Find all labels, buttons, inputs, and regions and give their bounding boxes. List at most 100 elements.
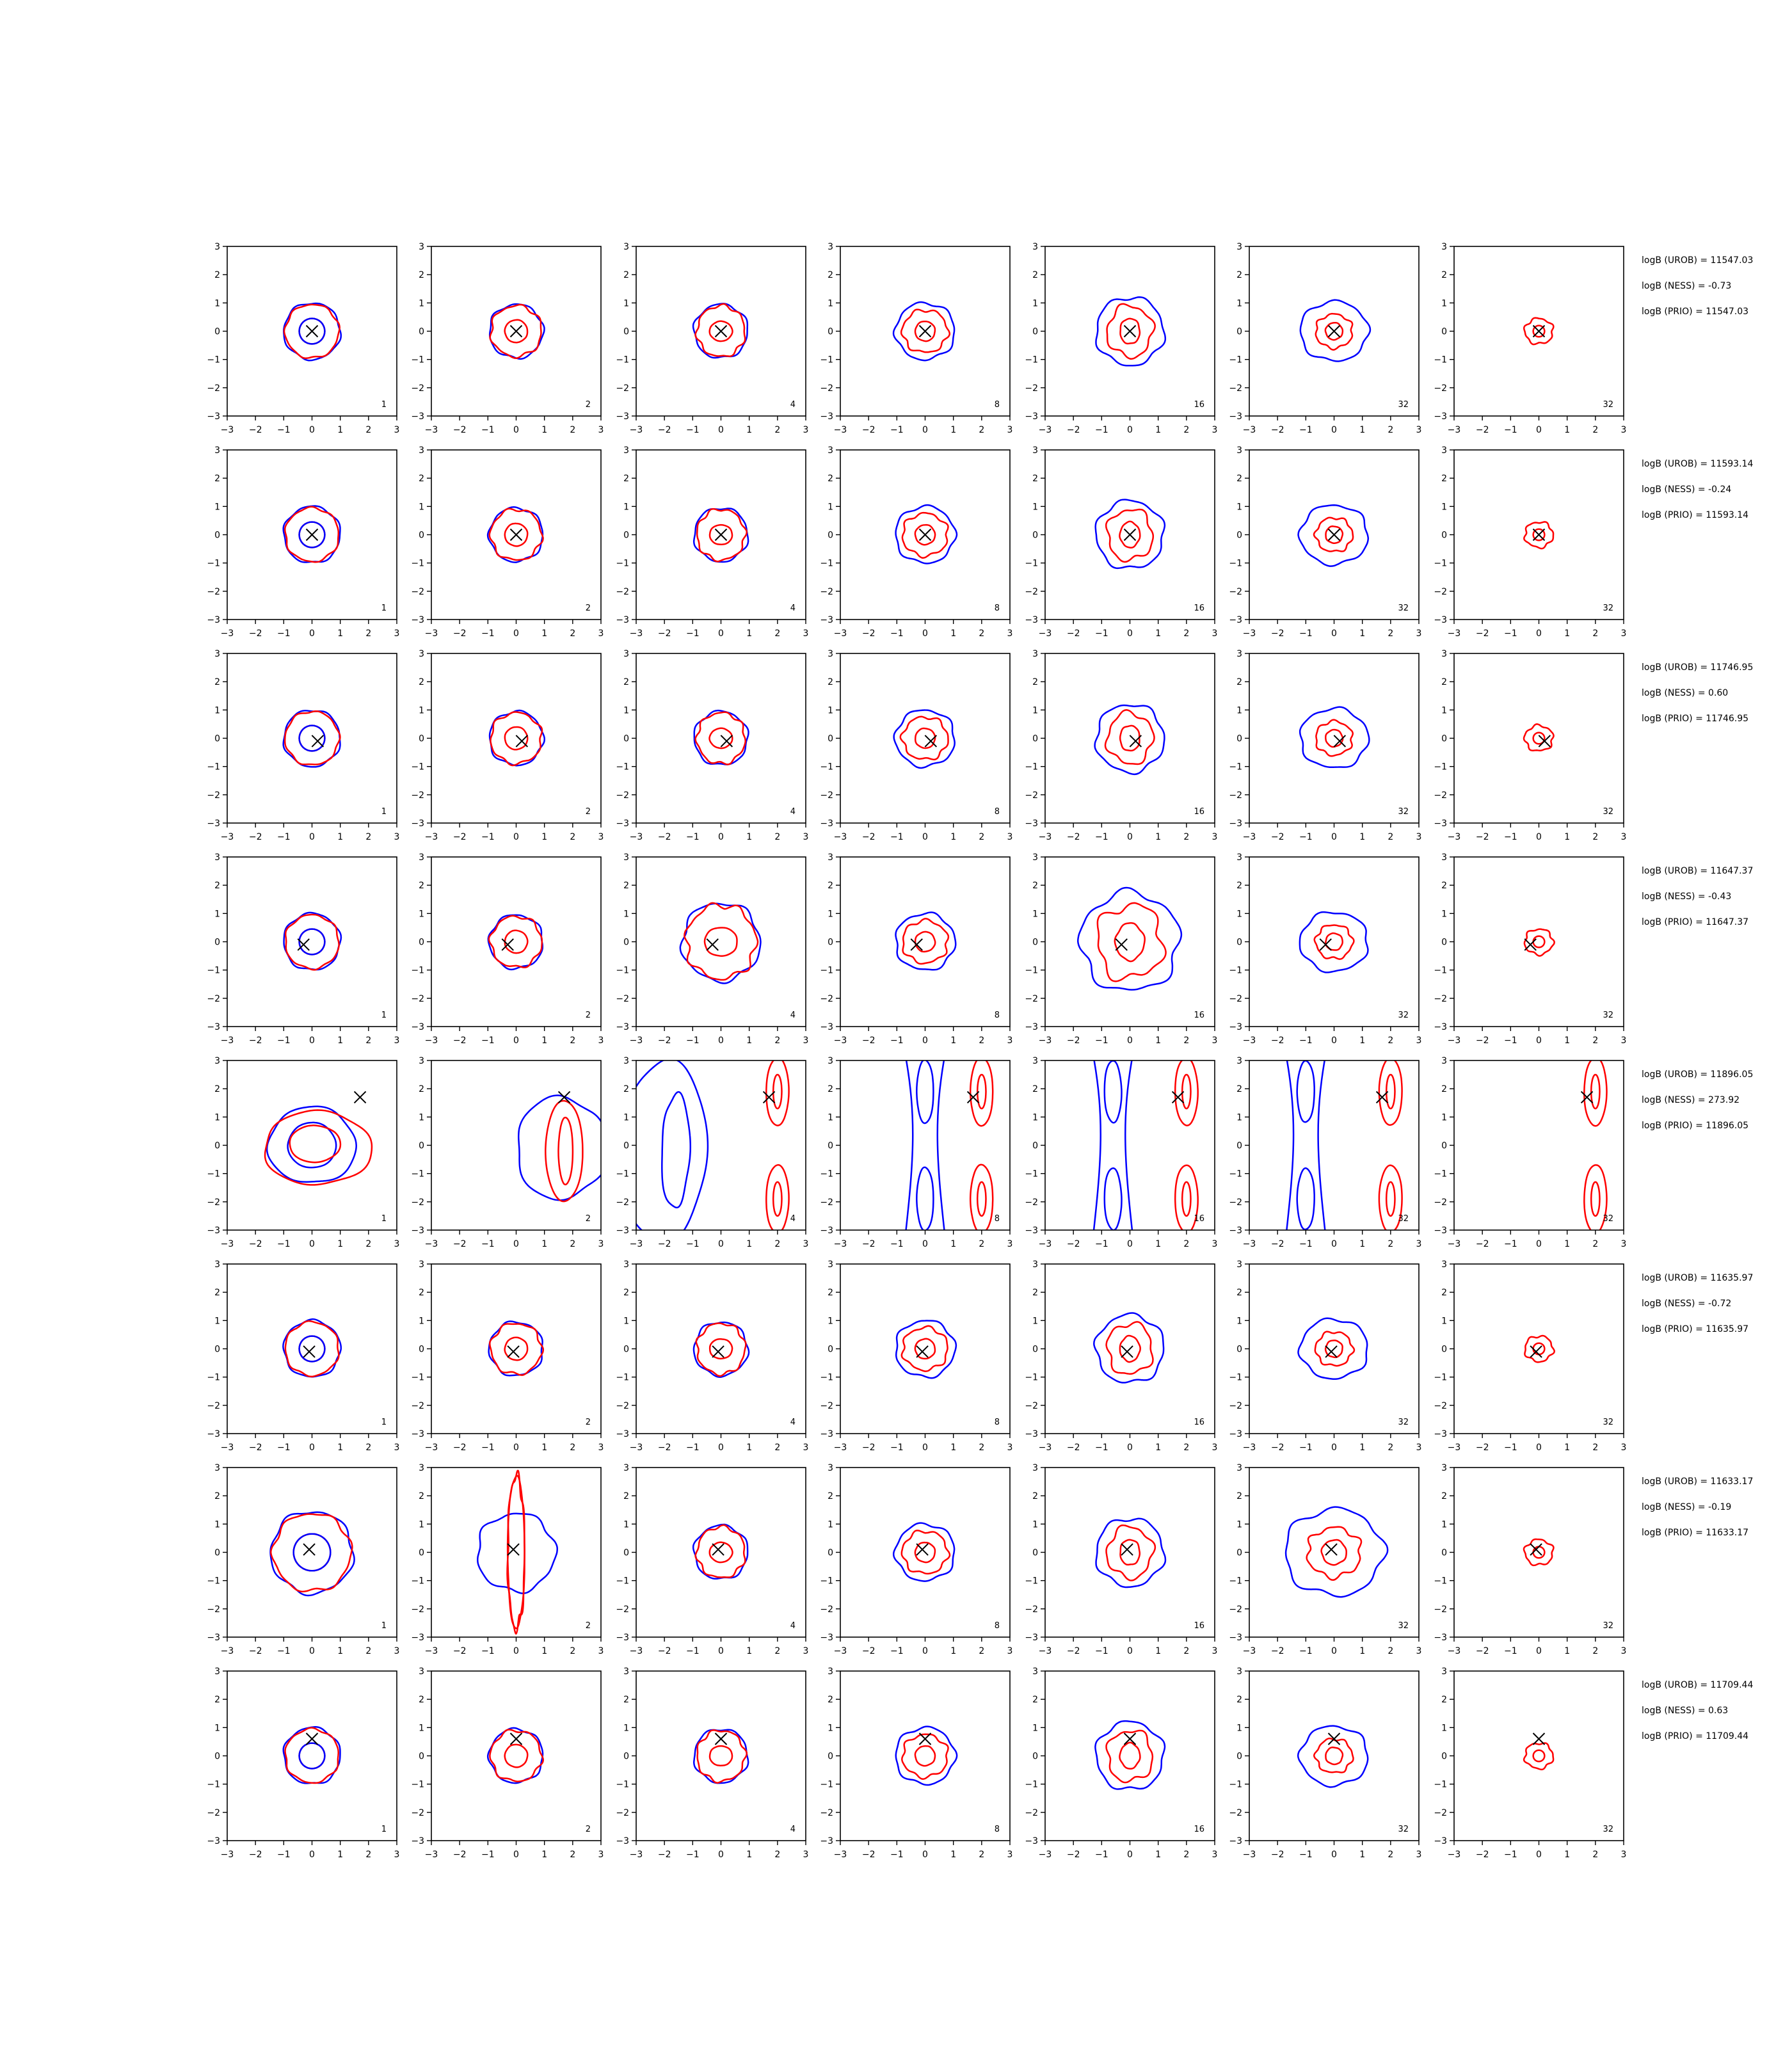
x-tick-label: −1 bbox=[481, 1646, 495, 1656]
y-tick-label: −2 bbox=[616, 1197, 629, 1208]
x-tick-label: −3 bbox=[425, 1646, 438, 1656]
x-tick-label: −1 bbox=[890, 628, 904, 639]
y-tick-label: −3 bbox=[820, 1429, 833, 1439]
y-tick-label: 1 bbox=[1236, 502, 1242, 512]
x-tick-label: 2 bbox=[570, 1443, 575, 1453]
y-tick-label: −3 bbox=[820, 819, 833, 829]
blue-contour bbox=[282, 1726, 341, 1784]
red-contour bbox=[969, 1164, 994, 1230]
x-tick-label: −1 bbox=[686, 1850, 700, 1860]
contour-group bbox=[1299, 706, 1370, 768]
true-value-marker bbox=[910, 938, 923, 951]
panel-r7-c1: −3−3 −2 −2 −1 −1 0 0 1 1 2 2 3 3 1 bbox=[207, 1463, 399, 1656]
contour-group bbox=[1523, 521, 1555, 550]
y-tick-label: −3 bbox=[1025, 615, 1038, 625]
contour-group bbox=[1076, 886, 1183, 991]
blue-contour bbox=[1299, 706, 1370, 768]
panel-r3-c4: −3−3 −2 −2 −1 −1 0 0 1 1 2 2 3 3 8 bbox=[820, 649, 1012, 842]
x-tick-label: −1 bbox=[890, 1646, 904, 1656]
x-tick-label: −3 bbox=[834, 832, 847, 842]
blue-contour bbox=[693, 709, 749, 765]
y-tick-label: 3 bbox=[828, 1667, 833, 1677]
y-tick-label: 0 bbox=[623, 1752, 629, 1762]
true-value-marker bbox=[712, 1543, 724, 1556]
red-contour bbox=[1523, 1742, 1555, 1771]
y-tick-label: 0 bbox=[1441, 531, 1447, 541]
x-tick-label: 2 bbox=[365, 1850, 371, 1860]
x-tick-label: 3 bbox=[803, 425, 809, 435]
true-value-marker bbox=[1121, 1345, 1133, 1358]
y-tick-label: 3 bbox=[1441, 1260, 1447, 1270]
x-tick-label: 0 bbox=[922, 832, 928, 842]
y-tick-label: −1 bbox=[207, 1373, 220, 1383]
y-tick-label: −2 bbox=[616, 1604, 629, 1615]
y-tick-label: 0 bbox=[419, 1141, 424, 1151]
contour-group bbox=[477, 1469, 559, 1635]
y-tick-label: 2 bbox=[1236, 1288, 1242, 1298]
red-contour bbox=[914, 1541, 936, 1564]
x-tick-label: 0 bbox=[1536, 1239, 1542, 1249]
x-tick-label: −3 bbox=[630, 1646, 643, 1656]
true-value-marker bbox=[297, 938, 310, 951]
logb-annotation: logB (NESS) = 0.60 bbox=[1642, 688, 1728, 698]
y-tick-label: −3 bbox=[1025, 1226, 1038, 1236]
x-tick-label: 3 bbox=[394, 832, 400, 842]
x-tick-label: 3 bbox=[803, 1443, 809, 1453]
y-tick-label: 0 bbox=[214, 734, 220, 744]
y-tick-label: 3 bbox=[419, 1463, 424, 1473]
x-tick-label: 1 bbox=[1359, 1443, 1365, 1453]
y-tick-label: 0 bbox=[828, 1141, 833, 1151]
red-contour bbox=[708, 1338, 733, 1360]
x-tick-label: 1 bbox=[337, 832, 343, 842]
y-tick-label: −2 bbox=[411, 1604, 424, 1615]
true-value-marker bbox=[509, 324, 523, 338]
logb-annotation: logB (PRIO) = 11896.05 bbox=[1642, 1121, 1748, 1131]
red-contour bbox=[696, 1729, 748, 1784]
x-tick-label: 2 bbox=[1388, 1239, 1393, 1249]
contour-group bbox=[1094, 704, 1165, 776]
x-tick-label: −2 bbox=[249, 628, 262, 639]
blue-contour bbox=[661, 1091, 692, 1209]
blue-contour bbox=[517, 1094, 601, 1201]
y-tick-label: −3 bbox=[820, 1022, 833, 1032]
x-tick-label: 3 bbox=[394, 1239, 400, 1249]
x-tick-label: 0 bbox=[309, 1646, 315, 1656]
y-tick-label: −3 bbox=[207, 412, 220, 422]
panel-label: 1 bbox=[381, 1418, 387, 1427]
y-tick-label: 1 bbox=[1032, 1519, 1038, 1530]
y-tick-label: 3 bbox=[1032, 1463, 1038, 1473]
panel-label: 16 bbox=[1194, 807, 1204, 817]
panel-label: 32 bbox=[1603, 1825, 1613, 1834]
true-value-marker bbox=[509, 1732, 523, 1745]
y-tick-label: 2 bbox=[1032, 1084, 1038, 1094]
y-tick-label: −3 bbox=[820, 1836, 833, 1846]
y-tick-label: −1 bbox=[1229, 966, 1242, 976]
y-tick-label: −1 bbox=[1229, 1373, 1242, 1383]
y-tick-label: 0 bbox=[1441, 938, 1447, 948]
y-tick-label: 2 bbox=[1441, 1288, 1447, 1298]
x-tick-label: −2 bbox=[1271, 1850, 1284, 1860]
contour-group bbox=[282, 710, 341, 768]
y-tick-label: 1 bbox=[623, 1723, 629, 1733]
y-tick-label: 2 bbox=[419, 270, 424, 280]
x-tick-label: −2 bbox=[453, 425, 467, 435]
x-tick-label: −1 bbox=[1095, 1036, 1108, 1046]
x-tick-label: 0 bbox=[718, 425, 724, 435]
x-tick-label: −1 bbox=[1095, 1850, 1108, 1860]
panel-r8-c2: −3−3 −2 −2 −1 −1 0 0 1 1 2 2 3 3 2 bbox=[411, 1667, 604, 1860]
x-tick-label: 2 bbox=[365, 1443, 371, 1453]
blue-contour bbox=[298, 1335, 326, 1363]
y-tick-label: −1 bbox=[1025, 1169, 1038, 1180]
logb-annotation: logB (PRIO) = 11647.37 bbox=[1642, 917, 1748, 927]
y-tick-label: 0 bbox=[419, 1345, 424, 1355]
axes-frame bbox=[1044, 856, 1215, 1027]
x-tick-label: 0 bbox=[513, 1036, 519, 1046]
blue-contour bbox=[1094, 1720, 1166, 1790]
axes-frame bbox=[431, 1060, 602, 1231]
red-contour bbox=[914, 524, 936, 546]
panel-r2-c7: −3−3 −2 −2 −1 −1 0 0 1 1 2 2 3 3 32 bbox=[1434, 445, 1626, 639]
y-tick-label: −2 bbox=[1229, 1197, 1242, 1208]
x-tick-label: 2 bbox=[979, 1239, 984, 1249]
red-contour bbox=[1524, 1334, 1555, 1363]
y-tick-label: 3 bbox=[419, 649, 424, 659]
